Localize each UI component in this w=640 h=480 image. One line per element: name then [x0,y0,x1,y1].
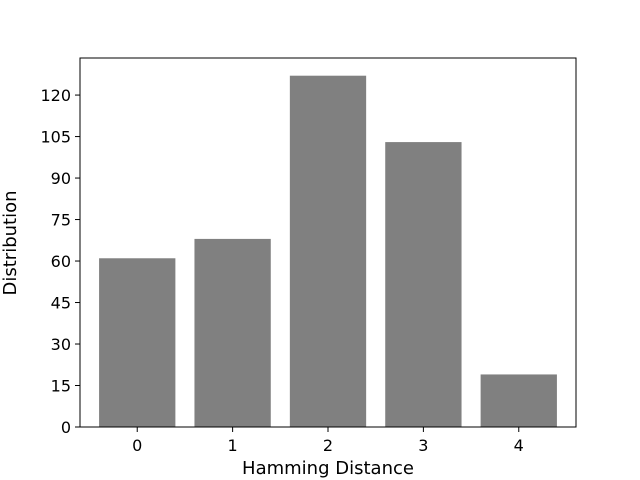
y-tick-label: 15 [51,377,71,396]
y-axis-label: Distribution [0,190,21,295]
y-tick-label: 120 [40,86,71,105]
bar-0 [99,258,176,427]
x-axis-ticks: 0 1 2 3 4 [132,427,524,455]
x-axis-label: Hamming Distance [242,458,414,479]
y-tick-label: 30 [51,335,71,354]
bar-4 [480,374,557,427]
y-tick-label: 45 [51,294,71,313]
y-tick-label: 105 [40,128,71,147]
x-tick-label: 4 [514,436,524,455]
x-tick-label: 3 [418,436,428,455]
bar-3 [385,142,462,427]
bar-1 [194,238,271,427]
y-tick-label: 0 [61,418,71,437]
y-tick-label: 75 [51,211,71,230]
bars-layer [99,75,557,427]
x-tick-label: 2 [323,436,333,455]
y-tick-label: 90 [51,169,71,188]
y-axis-ticks: 0 15 30 45 60 75 90 105 120 [40,86,80,437]
y-tick-label: 60 [51,252,71,271]
bar-2 [289,75,367,427]
x-tick-label: 0 [132,436,142,455]
x-tick-label: 1 [228,436,238,455]
